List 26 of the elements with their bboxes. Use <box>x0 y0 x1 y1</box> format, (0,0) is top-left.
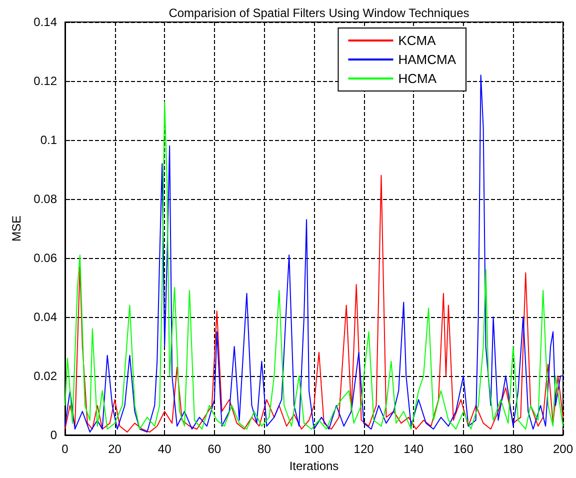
x-tick-label: 100 <box>304 442 324 456</box>
y-tick-label: 0.14 <box>34 15 58 29</box>
y-tick-label: 0.02 <box>34 369 58 383</box>
line-series <box>64 174 564 433</box>
x-tick-label: 140 <box>404 442 424 456</box>
x-tick-label: 200 <box>552 442 574 456</box>
x-tick-label: 180 <box>503 442 524 456</box>
y-tick-label: 0.12 <box>34 74 58 88</box>
y-tick-label: 0.08 <box>34 192 58 206</box>
x-tick-label: 60 <box>208 442 222 456</box>
x-tick-label: 120 <box>354 442 374 456</box>
legend-label: KCMA <box>398 33 436 48</box>
x-axis-title: Iterations <box>289 458 339 473</box>
chart-title: Comparision of Spatial Filters Using Window Techniques <box>168 6 470 20</box>
x-tick-label: 20 <box>108 442 122 456</box>
x-tick-label: 160 <box>453 442 474 456</box>
y-tick-label: 0 <box>50 428 58 442</box>
x-tick-label: 0 <box>62 442 69 456</box>
x-tick-label: 80 <box>258 442 272 456</box>
legend-label: HCMA <box>398 71 437 86</box>
y-tick-label: 0.1 <box>40 133 58 147</box>
legend-label: HAMCMA <box>398 52 456 67</box>
x-tick-label: 40 <box>158 442 172 456</box>
y-tick-label: 0.04 <box>34 310 58 324</box>
y-axis-title: MSE <box>10 215 24 242</box>
y-tick-label: 0.06 <box>34 251 58 265</box>
